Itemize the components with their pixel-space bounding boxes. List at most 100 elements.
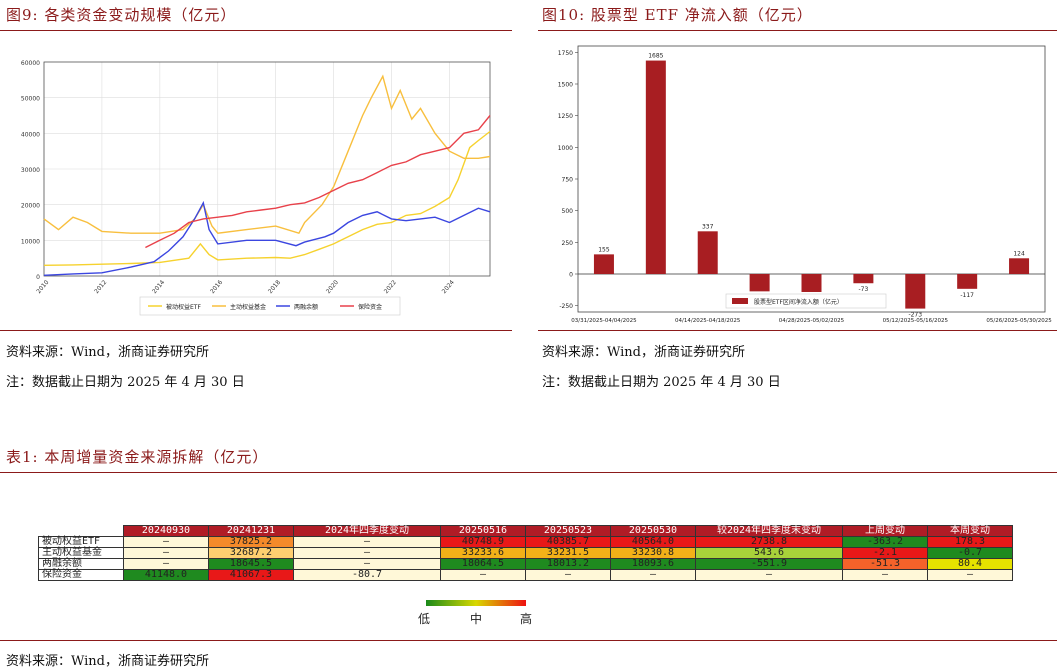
table-cell: -80.7: [293, 569, 441, 581]
table-header: 20250530: [610, 525, 696, 537]
bar: [957, 274, 978, 289]
fig10-bar-chart: 1750 1500 1250 1000 750 500 250 0 -250 155 1685 337…: [558, 45, 1052, 324]
x-tick-label: 2012: [93, 279, 108, 295]
y-tick-label: 1250: [558, 113, 573, 120]
legend-label: 主动权益基金: [230, 303, 266, 311]
bar-value-label: 155: [598, 246, 610, 253]
bar: [593, 254, 614, 274]
table-cell: 37825.2: [208, 536, 294, 548]
y-tick-label: 50000: [21, 96, 40, 103]
bar: [749, 274, 770, 292]
y-tick-label: 0: [36, 274, 40, 281]
table-row-label: 两融余额: [38, 558, 124, 570]
heat-scale-high: 高: [520, 612, 533, 626]
fig10-source: 资料来源：Wind，浙商证券研究所: [542, 345, 745, 360]
table-header: 上周变动: [842, 525, 928, 537]
bar-value-label: -273: [908, 312, 922, 319]
bar-value-label: -117: [960, 292, 974, 299]
fig9-source: 资料来源：Wind，浙商证券研究所: [6, 345, 209, 360]
series-line-0: [43, 130, 491, 266]
bar: [645, 60, 666, 274]
x-tick-label: 2018: [267, 279, 282, 295]
legend-box: [725, 293, 887, 309]
table-cell: -551.9: [695, 558, 843, 570]
table-row: 主动权益基金 –32687.2–33233.6 33231.5 33230.8 543.…: [38, 547, 1013, 559]
table-row: 被动权益ETF –37825.2–40748.9 40385.7 40564.0 273…: [38, 536, 1013, 548]
bar: [697, 231, 718, 274]
y-tick-label: 10000: [21, 238, 40, 245]
bar-value-label: 337: [702, 223, 714, 230]
y-tick-label: 1500: [558, 82, 573, 89]
table-row-label: 保险资金: [38, 569, 124, 581]
table-cell: 41148.0: [123, 569, 209, 581]
table-cell: –: [293, 558, 441, 570]
table1-bottom-rule: [0, 640, 1057, 641]
table-cell: 2738.8: [695, 536, 843, 548]
table-cell: 40385.7: [525, 536, 611, 548]
table-header: 20250516: [440, 525, 526, 537]
legend-label: 股票型ETF区间净流入额（亿元）: [754, 298, 843, 306]
y-tick-label: 1000: [558, 145, 573, 152]
legend-label: 被动权益ETF: [166, 303, 201, 311]
y-tick-label: 250: [562, 240, 574, 247]
bar-value-label: 124: [1013, 250, 1025, 257]
y-tick-label: 30000: [21, 167, 40, 174]
table1-source: 资料来源：Wind，浙商证券研究所: [6, 654, 209, 669]
y-tick-label: 750: [562, 177, 574, 184]
capital-source-table: 20240930 20241231 2024年四季度变动 20250516 20…: [38, 525, 1013, 581]
x-tick-label: 05/26/2025-05/30/2025: [986, 318, 1052, 324]
bar: [853, 274, 874, 284]
legend-swatch: [732, 298, 748, 304]
table-cell: –: [525, 569, 611, 581]
table1-title: 表1: 本周增量资金来源拆解（亿元）: [6, 448, 269, 466]
table-cell: –: [842, 569, 928, 581]
x-tick-label: 2010: [35, 279, 50, 295]
y-tick-label: 500: [562, 208, 574, 215]
y-tick-label: 20000: [21, 203, 40, 210]
fig9-title: 图9: 各类资金变动规模（亿元）: [6, 6, 237, 24]
table-header-blank: [38, 525, 124, 537]
table-header-row: 20240930 20241231 2024年四季度变动 20250516 20…: [38, 525, 1013, 537]
table-cell: –: [293, 547, 441, 559]
table-cell: –: [927, 569, 1013, 581]
x-tick-label: 04/28/2025-05/02/2025: [779, 318, 845, 324]
y-tick-label: 1750: [558, 50, 573, 57]
table-cell: 41067.3: [208, 569, 294, 581]
table-header: 2024年四季度变动: [293, 525, 441, 537]
table-cell: -363.2: [842, 536, 928, 548]
table-cell: -51.3: [842, 558, 928, 570]
legend-box: [139, 296, 401, 316]
heat-scale-mid: 中: [470, 612, 483, 626]
table-row-label: 被动权益ETF: [38, 536, 124, 548]
fig10-title-rule: [538, 30, 1057, 31]
y-tick-label: 0: [569, 272, 573, 279]
table-cell: 33230.8: [610, 547, 696, 559]
x-tick-label: 2022: [383, 279, 398, 295]
series-line-2: [43, 200, 491, 276]
fig10-title: 图10: 股票型 ETF 净流入额（亿元）: [542, 6, 813, 24]
bar: [801, 274, 822, 292]
table-cell: 32687.2: [208, 547, 294, 559]
heat-scale-low: 低: [418, 612, 431, 626]
table-cell: 543.6: [695, 547, 843, 559]
x-tick-label: 04/14/2025-04/18/2025: [675, 318, 741, 324]
table-cell: 178.3: [927, 536, 1013, 548]
table-cell: 40564.0: [610, 536, 696, 548]
table-cell: 18645.5: [208, 558, 294, 570]
table-header: 较2024年四季度末变动: [695, 525, 843, 537]
fig9-note: 注：数据截止日期为 2025 年 4 月 30 日: [6, 375, 245, 390]
table-cell: 18013.2: [525, 558, 611, 570]
bar-value-label: -73: [858, 286, 868, 293]
table-header: 20250523: [525, 525, 611, 537]
fig9-title-rule: [0, 30, 512, 31]
bar: [905, 274, 926, 309]
x-tick-label: 03/31/2025-04/04/2025: [571, 318, 637, 324]
y-tick-label: 40000: [21, 131, 40, 138]
table-cell: –: [610, 569, 696, 581]
fig10-bottom-rule: [538, 330, 1057, 331]
series-line-3: [145, 115, 491, 249]
x-tick-label: 2014: [151, 279, 166, 295]
table-cell: -2.1: [842, 547, 928, 559]
x-tick-label: 2016: [209, 279, 224, 295]
legend-label: 保险资金: [358, 303, 382, 311]
